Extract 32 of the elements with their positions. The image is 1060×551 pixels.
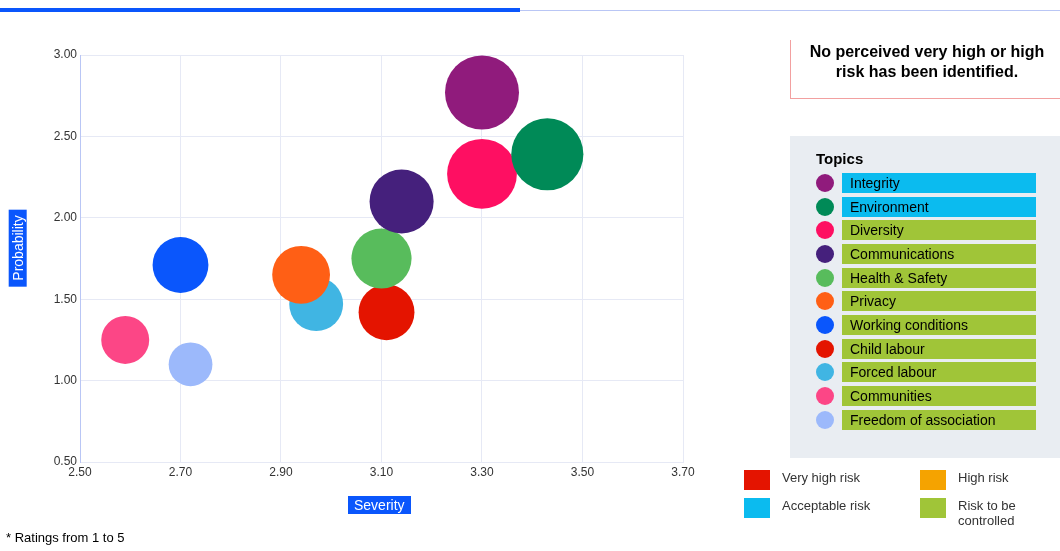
x-tick-label: 2.70 xyxy=(168,464,193,479)
text: Very high risk xyxy=(782,470,862,485)
x-tick-label: 2.50 xyxy=(68,464,92,479)
text: Acceptable risk xyxy=(782,498,872,513)
y-axis-title: Probability xyxy=(8,209,27,287)
x-tick-label: 3.10 xyxy=(369,464,394,479)
legend-label: Working conditions xyxy=(842,314,1036,335)
y-tick-label: 2.50 xyxy=(53,128,78,143)
y-tick-label: 1.00 xyxy=(53,372,78,387)
x-axis-title: Severity xyxy=(348,496,411,514)
text: Risk to be controlled xyxy=(958,498,1017,528)
legend-label: Environment xyxy=(842,196,1036,217)
text: High risk xyxy=(958,470,1010,485)
x-tick-label: 3.70 xyxy=(671,464,695,479)
x-tick-label: 3.50 xyxy=(570,464,595,479)
legend-label: Child labour xyxy=(842,338,1036,359)
legend-label: Privacy xyxy=(842,291,1036,312)
legend-label: Integrity xyxy=(842,172,1036,193)
legend-label: Communities xyxy=(842,386,1036,407)
y-tick-label: 3.00 xyxy=(53,47,78,62)
legend-label: Diversity xyxy=(842,220,1036,241)
x-tick-label: 3.30 xyxy=(470,464,494,479)
text: No perceived very high or high risk has been identified. xyxy=(790,40,1060,99)
legend-label: Communications xyxy=(842,243,1036,264)
legend-title: Topics xyxy=(816,150,865,167)
legend-label: Health & Safety xyxy=(842,267,1036,288)
y-tick-label: 2.00 xyxy=(53,210,78,225)
x-tick-label: 2.90 xyxy=(269,464,293,479)
legend-label: Freedom of association xyxy=(842,409,1036,430)
text: * Ratings from 1 to 5 xyxy=(6,530,125,545)
legend-label: Forced labour xyxy=(842,362,1036,383)
y-tick-label: 1.50 xyxy=(53,291,78,306)
